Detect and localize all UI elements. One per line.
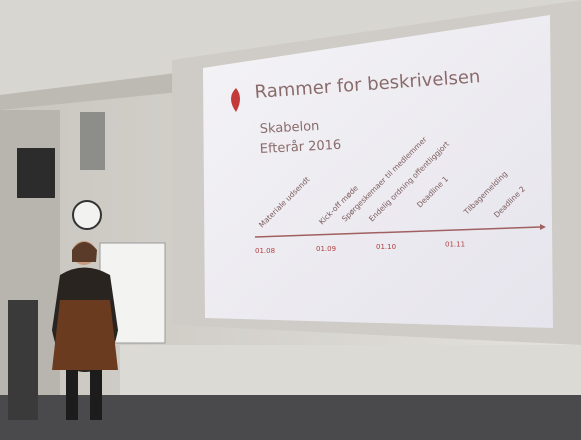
vent xyxy=(80,112,105,170)
floor xyxy=(0,395,581,440)
date-label: 01.09 xyxy=(316,245,336,253)
date-label: 01.11 xyxy=(445,240,465,248)
speaker xyxy=(17,148,55,198)
date-label: 01.08 xyxy=(255,247,275,255)
lectern xyxy=(8,300,38,420)
page: Rammer for beskrivelsen Skabelon Efterår… xyxy=(0,0,581,440)
date-label: 01.10 xyxy=(376,243,396,251)
lower-wall xyxy=(120,345,581,395)
photo: Rammer for beskrivelsen Skabelon Efterår… xyxy=(0,0,581,440)
clock xyxy=(73,201,101,229)
bullet: Skabelon xyxy=(259,119,319,137)
